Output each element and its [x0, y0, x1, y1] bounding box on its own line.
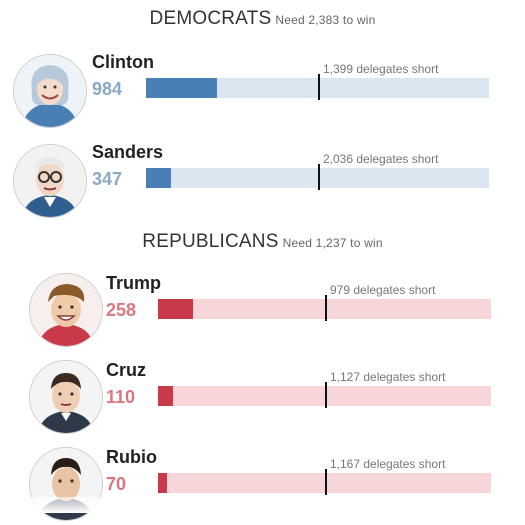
democrats-need-text: Need 2,383 to win: [275, 13, 376, 27]
win-threshold-marker: [325, 295, 327, 321]
delegate-progress-fill: [158, 299, 193, 319]
trump-portrait-icon: [29, 273, 103, 347]
delegates-short-text: 979 delegates short: [330, 283, 436, 297]
sanders-portrait-icon: [13, 144, 87, 218]
delegates-short-text: 1,127 delegates short: [330, 370, 446, 384]
delegates-short-text: 1,167 delegates short: [330, 457, 446, 471]
delegate-progress-fill: [158, 473, 167, 493]
delegates-short-text: 2,036 delegates short: [323, 152, 439, 166]
candidate-delegate-count: 110: [106, 387, 136, 407]
bottom-fade: [0, 497, 525, 513]
delegate-progress-bar: [158, 386, 491, 406]
delegate-progress-fill: [158, 386, 173, 406]
candidate-name: Trump: [106, 273, 162, 293]
candidate-name: Rubio: [106, 447, 157, 467]
delegate-progress-bar: [146, 78, 489, 98]
candidate-rubio: Rubio 70 1,167 delegates short: [0, 445, 525, 525]
candidate-delegate-count: 984: [92, 79, 123, 99]
delegates-short-text: 1,399 delegates short: [323, 62, 439, 76]
cruz-portrait-icon: [29, 360, 103, 434]
democrats-title-label: DEMOCRATS: [149, 8, 272, 29]
delegate-progress-fill: [146, 78, 217, 98]
win-threshold-marker: [318, 164, 320, 190]
republicans-need-text: Need 1,237 to win: [282, 236, 383, 250]
candidate-name: Clinton: [92, 52, 154, 72]
delegate-progress-bar: [146, 168, 489, 188]
win-threshold-marker: [325, 469, 327, 495]
candidate-name: Sanders: [92, 142, 164, 162]
delegate-progress-bar: [158, 473, 491, 493]
candidate-trump: Trump 258 979 delegates short: [0, 271, 525, 351]
candidate-cruz: Cruz 110 1,127 delegates short: [0, 358, 525, 438]
republicans-title-label: REPUBLICANS: [142, 231, 279, 252]
candidate-delegate-count: 258: [106, 300, 137, 320]
clinton-portrait-icon: [13, 54, 87, 128]
delegate-progress-fill: [146, 168, 171, 188]
candidate-name: Cruz: [106, 360, 146, 380]
win-threshold-marker: [318, 74, 320, 100]
candidate-clinton: Clinton 984 1,399 delegates short: [0, 50, 525, 130]
candidate-delegate-count: 70: [106, 474, 127, 494]
candidate-sanders: Sanders 347 2,036 delegates short: [0, 140, 525, 220]
win-threshold-marker: [325, 382, 327, 408]
republicans-title: REPUBLICANS Need 1,237 to win: [0, 231, 525, 253]
delegate-progress-bar: [158, 299, 491, 319]
democrats-title: DEMOCRATS Need 2,383 to win: [0, 8, 525, 30]
candidate-delegate-count: 347: [92, 169, 123, 189]
